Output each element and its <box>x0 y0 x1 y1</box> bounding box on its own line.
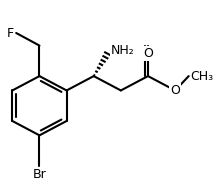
Text: F: F <box>7 26 14 40</box>
Text: O: O <box>143 47 153 60</box>
Text: Br: Br <box>33 168 46 181</box>
Text: O: O <box>170 84 180 97</box>
Text: CH₃: CH₃ <box>191 70 214 83</box>
Text: NH₂: NH₂ <box>111 45 135 57</box>
